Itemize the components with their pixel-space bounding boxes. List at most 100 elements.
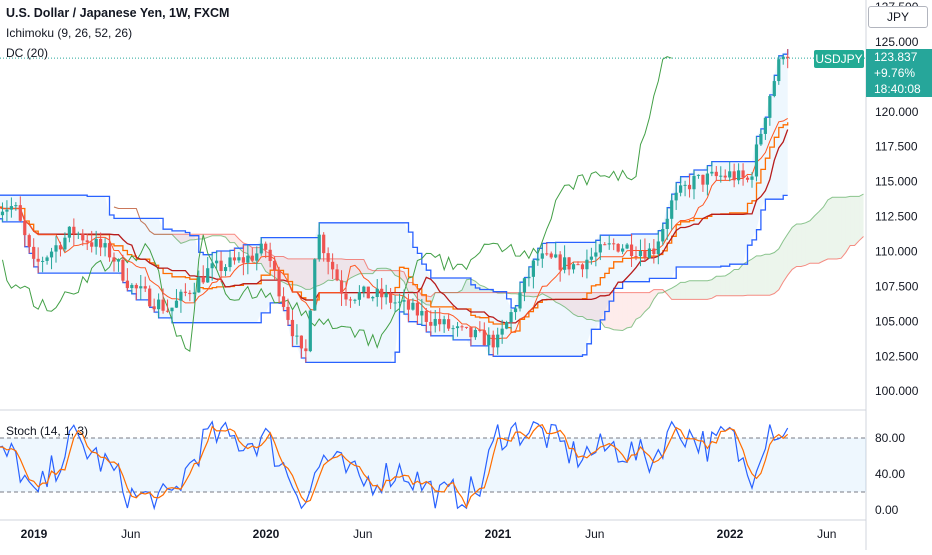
candle-body [170, 308, 173, 312]
candle-body [532, 261, 535, 277]
kumo-cloud-segment [832, 197, 836, 259]
candle-body [32, 247, 35, 259]
candle-body [456, 326, 459, 328]
price-axis-label: 125.000 [875, 35, 919, 49]
price-axis-label: 100.000 [875, 384, 919, 398]
candle-body [95, 239, 98, 247]
chart-title: U.S. Dollar / Japanese Yen, 1W, FXCM [6, 6, 229, 20]
candle-body [634, 256, 637, 257]
kumo-cloud-segment [190, 234, 194, 240]
kumo-cloud-segment [306, 259, 310, 289]
candle-body [246, 256, 249, 263]
candle-body [41, 261, 44, 262]
symbol-tag: USDJPY [814, 50, 864, 68]
price-axis-label: 107.500 [875, 279, 919, 293]
kumo-cloud-segment [730, 270, 734, 296]
candle-body [737, 170, 740, 180]
kumo-cloud-segment [627, 293, 631, 328]
candle-body [228, 257, 231, 267]
kumo-cloud-segment [350, 260, 354, 278]
kumo-cloud-segment [850, 196, 854, 245]
candle-body [478, 330, 481, 331]
candle-body [509, 312, 512, 322]
candle-body [45, 257, 48, 261]
candle-body [108, 243, 111, 257]
kumo-cloud-segment [703, 281, 707, 300]
candle-body [550, 253, 553, 257]
currency-selector[interactable]: JPY [868, 6, 928, 28]
price-axis-label: 102.500 [875, 349, 919, 363]
candle-body [304, 348, 307, 351]
candle-body [385, 293, 388, 297]
candle-body [398, 302, 401, 303]
candle-body [594, 252, 597, 256]
donchian-legend[interactable]: DC (20) [6, 46, 48, 60]
candle-body [692, 176, 695, 189]
kumo-cloud-segment [748, 259, 752, 295]
candle-body [135, 285, 138, 288]
candle-body [23, 221, 26, 235]
stoch-legend[interactable]: Stoch (14, 1, 3) [6, 424, 88, 438]
price-axis-label: 105.000 [875, 314, 919, 328]
candle-body [353, 300, 356, 301]
kumo-cloud-segment [810, 216, 814, 263]
candle-body [188, 293, 191, 294]
candle-body [349, 299, 352, 300]
kumo-cloud-segment [230, 234, 234, 242]
candle-body [309, 311, 312, 352]
candle-body [380, 289, 383, 297]
candle-body [773, 81, 776, 96]
stoch-axis-label: 40.00 [875, 467, 905, 481]
price-axis-label: 110.000 [875, 245, 918, 259]
candle-body [715, 172, 718, 176]
kumo-cloud-segment [859, 194, 863, 241]
candle-body [193, 292, 196, 294]
candle-body [371, 297, 374, 298]
candle-body [157, 300, 160, 310]
ichimoku-legend[interactable]: Ichimoku (9, 26, 52, 26) [6, 26, 132, 40]
candle-body [112, 257, 115, 261]
candle-body [166, 311, 169, 312]
kumo-cloud-segment [324, 259, 328, 283]
candle-body [264, 244, 267, 250]
candle-body [277, 271, 280, 297]
candle-body [175, 301, 178, 308]
candle-body [389, 293, 392, 303]
kumo-cloud-segment [716, 276, 720, 295]
candle-body [621, 249, 624, 252]
candle-body [572, 264, 575, 269]
kumo-cloud-segment [623, 293, 627, 331]
candle-body [425, 311, 428, 322]
candle-body [728, 171, 731, 177]
price-axis-label: 117.500 [875, 140, 918, 154]
candle-body [487, 335, 490, 346]
time-axis-label: 2022 [717, 527, 744, 541]
kumo-cloud-segment [698, 281, 702, 300]
kumo-cloud-segment [578, 293, 582, 317]
candle-body [639, 251, 642, 256]
candle-body [260, 244, 263, 254]
kumo-cloud-segment [609, 293, 613, 330]
kumo-cloud-segment [855, 196, 859, 245]
kumo-cloud-segment [819, 207, 823, 263]
kumo-cloud-segment [846, 196, 850, 252]
candle-body [514, 308, 517, 312]
candle-body [121, 260, 124, 281]
candle-body [697, 175, 700, 176]
kumo-cloud-segment [618, 293, 622, 331]
candle-body [567, 257, 570, 269]
kumo-cloud-segment [681, 282, 685, 299]
candle-body [219, 261, 222, 271]
candle-body [269, 250, 272, 261]
candle-body [211, 263, 214, 268]
candle-body [661, 229, 664, 241]
candle-body [590, 257, 593, 260]
stoch-axis-label: 80.00 [875, 431, 905, 445]
kumo-cloud-segment [725, 273, 729, 296]
candle-body [179, 292, 182, 301]
candle-body [559, 254, 562, 269]
candle-body [652, 249, 655, 254]
candle-body [14, 205, 17, 206]
